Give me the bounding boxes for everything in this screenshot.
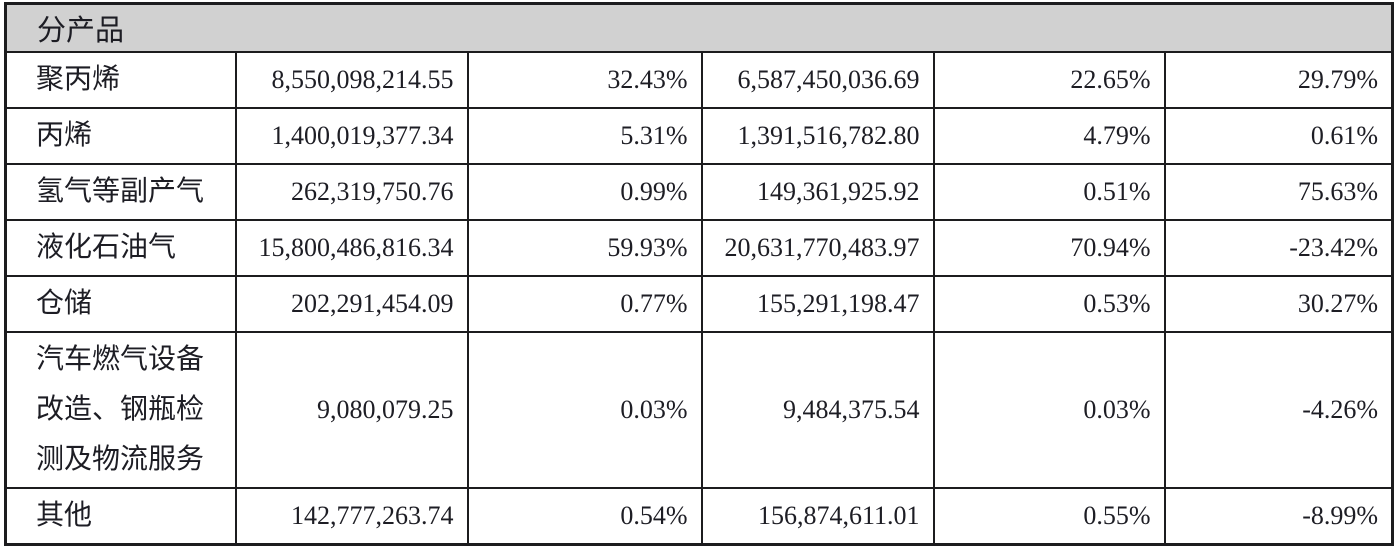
product-name-cell: 液化石油气: [4, 219, 237, 277]
revenue-cell: 202,291,454.09: [234, 275, 469, 333]
revenue-share-cell: 5.31%: [466, 107, 703, 165]
table-row: 液化石油气 15,800,486,816.34 59.93% 20,631,77…: [4, 219, 1394, 277]
section-header-row: 分产品: [4, 2, 1394, 53]
revenue-share-cell: 32.43%: [466, 51, 703, 109]
revenue-share-cell: 0.03%: [466, 331, 703, 489]
yoy-change-cell: 75.63%: [1163, 163, 1394, 221]
table-row: 仓储 202,291,454.09 0.77% 155,291,198.47 0…: [4, 275, 1394, 333]
revenue-share-cell: 0.54%: [466, 487, 703, 546]
prior-share-cell: 22.65%: [932, 51, 1166, 109]
prior-share-cell: 0.51%: [932, 163, 1166, 221]
prior-revenue-cell: 1,391,516,782.80: [700, 107, 935, 165]
prior-share-cell: 70.94%: [932, 219, 1166, 277]
product-name-cell: 汽车燃气设备改造、钢瓶检测及物流服务: [4, 331, 237, 489]
product-name-cell: 仓储: [4, 275, 237, 333]
yoy-change-cell: -4.26%: [1163, 331, 1394, 489]
prior-share-cell: 4.79%: [932, 107, 1166, 165]
revenue-share-cell: 0.77%: [466, 275, 703, 333]
prior-share-cell: 0.53%: [932, 275, 1166, 333]
product-name-cell: 其他: [4, 487, 237, 546]
revenue-share-cell: 0.99%: [466, 163, 703, 221]
prior-share-cell: 0.03%: [932, 331, 1166, 489]
prior-revenue-cell: 6,587,450,036.69: [700, 51, 935, 109]
section-header: 分产品: [4, 2, 1394, 53]
prior-revenue-cell: 20,631,770,483.97: [700, 219, 935, 277]
table-row: 聚丙烯 8,550,098,214.55 32.43% 6,587,450,03…: [4, 51, 1394, 109]
yoy-change-cell: 0.61%: [1163, 107, 1394, 165]
revenue-cell: 142,777,263.74: [234, 487, 469, 546]
by-product-table: 分产品 聚丙烯 8,550,098,214.55 32.43% 6,587,45…: [4, 2, 1395, 546]
product-name-cell: 氢气等副产气: [4, 163, 237, 221]
prior-revenue-cell: 9,484,375.54: [700, 331, 935, 489]
table-row: 丙烯 1,400,019,377.34 5.31% 1,391,516,782.…: [4, 107, 1394, 165]
prior-share-cell: 0.55%: [932, 487, 1166, 546]
yoy-change-cell: 29.79%: [1163, 51, 1394, 109]
yoy-change-cell: 30.27%: [1163, 275, 1394, 333]
product-name-cell: 聚丙烯: [4, 51, 237, 109]
yoy-change-cell: -23.42%: [1163, 219, 1394, 277]
prior-revenue-cell: 149,361,925.92: [700, 163, 935, 221]
revenue-cell: 262,319,750.76: [234, 163, 469, 221]
table-row: 其他 142,777,263.74 0.54% 156,874,611.01 0…: [4, 487, 1394, 546]
table-row: 汽车燃气设备改造、钢瓶检测及物流服务 9,080,079.25 0.03% 9,…: [4, 331, 1394, 489]
revenue-cell: 8,550,098,214.55: [234, 51, 469, 109]
table-row: 氢气等副产气 262,319,750.76 0.99% 149,361,925.…: [4, 163, 1394, 221]
yoy-change-cell: -8.99%: [1163, 487, 1394, 546]
revenue-cell: 15,800,486,816.34: [234, 219, 469, 277]
prior-revenue-cell: 156,874,611.01: [700, 487, 935, 546]
product-name-cell: 丙烯: [4, 107, 237, 165]
prior-revenue-cell: 155,291,198.47: [700, 275, 935, 333]
revenue-cell: 9,080,079.25: [234, 331, 469, 489]
revenue-share-cell: 59.93%: [466, 219, 703, 277]
revenue-cell: 1,400,019,377.34: [234, 107, 469, 165]
